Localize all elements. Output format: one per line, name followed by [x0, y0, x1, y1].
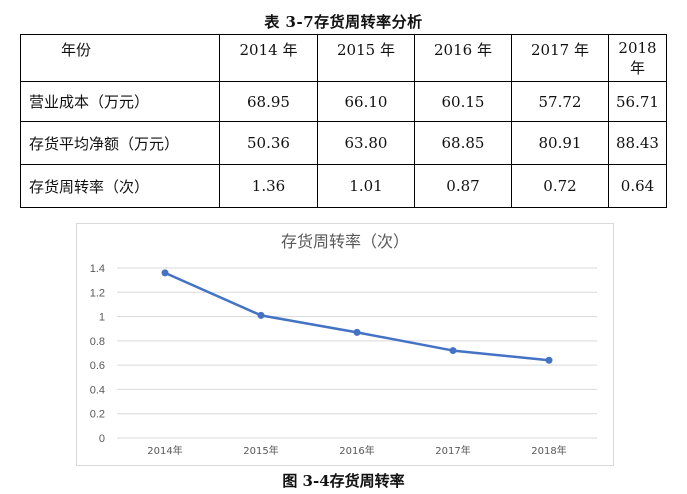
table-cell: 0.64 [608, 164, 667, 208]
turnover-table: 年份 2014 年 2015 年 2016 年 2017 年 2018 年 营业… [20, 34, 667, 208]
x-tick-label: 2017年 [435, 444, 470, 457]
x-tick-label: 2015年 [243, 444, 278, 457]
table-cell: 50.36 [219, 121, 318, 165]
table-cell: 56.71 [608, 81, 667, 122]
table-cell: 0.72 [511, 164, 609, 208]
table-cell: 1.01 [317, 164, 415, 208]
y-tick-label: 0 [99, 433, 105, 445]
table-header-cell: 2018 年 [608, 34, 667, 82]
table-cell: 66.10 [317, 81, 415, 122]
table-header-cell: 2014 年 [219, 34, 318, 82]
data-point [161, 269, 169, 277]
table-header-row: 年份 2014 年 2015 年 2016 年 2017 年 2018 年 [20, 34, 667, 82]
data-point [353, 328, 361, 336]
data-point [545, 356, 553, 364]
table-cell: 68.85 [414, 121, 512, 165]
turnover-line-chart: 存货周转率（次） 0 0.2 0.4 0.6 0.8 1 1.2 1.4 2014年 2015年… [90, 232, 597, 457]
data-point [257, 311, 265, 319]
table-cell: 80.91 [511, 121, 609, 165]
y-tick-label: 1.4 [90, 263, 105, 275]
y-tick-label: 0.6 [90, 360, 105, 372]
table-cell: 68.95 [219, 81, 318, 122]
table-cell: 63.80 [317, 121, 415, 165]
y-tick-label: 1.2 [90, 287, 105, 299]
table-cell: 88.43 [608, 121, 667, 165]
table-cell: 60.15 [414, 81, 512, 122]
data-point [449, 347, 457, 355]
table-header-cell: 2016 年 [414, 34, 512, 82]
y-tick-label: 0.8 [90, 336, 105, 348]
x-tick-label: 2016年 [339, 444, 374, 457]
table-header-cell: 年份 [20, 34, 220, 82]
y-tick-label: 0.4 [90, 384, 105, 396]
table-cell: 57.72 [511, 81, 609, 122]
chart-title: 存货周转率（次） [281, 232, 409, 251]
table-header-cell: 2017 年 [511, 34, 609, 82]
row-label: 营业成本（万元） [20, 81, 220, 122]
figure-caption: 图 3-4存货周转率 [282, 472, 405, 490]
table-row: 存货周转率（次） 1.36 1.01 0.87 0.72 0.64 [20, 164, 667, 208]
table-row: 营业成本（万元） 68.95 66.10 60.15 57.72 56.71 [20, 81, 667, 122]
turnover-chart: 存货周转率（次） 0 0.2 0.4 0.6 0.8 1 1.2 1.4 2014年 2015年… [76, 223, 614, 466]
y-tick-label: 1 [99, 312, 105, 324]
row-label: 存货平均净额（万元） [20, 121, 220, 165]
row-label: 存货周转率（次） [20, 164, 220, 208]
table-cell: 1.36 [219, 164, 318, 208]
table-title: 表 3-7存货周转率分析 [264, 13, 423, 31]
x-tick-label: 2014年 [147, 444, 182, 457]
y-tick-label: 0.2 [90, 409, 105, 421]
table-cell: 0.87 [414, 164, 512, 208]
table-header-cell: 2015 年 [317, 34, 415, 82]
x-tick-label: 2018年 [531, 444, 566, 457]
table-row: 存货平均净额（万元） 50.36 63.80 68.85 80.91 88.43 [20, 121, 667, 165]
